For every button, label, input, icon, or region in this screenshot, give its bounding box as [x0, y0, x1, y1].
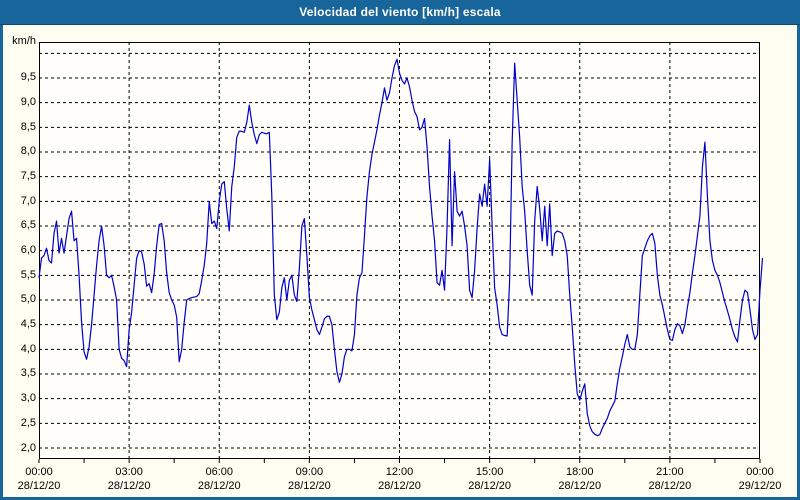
x-tick-label: 21:00 28/12/20: [640, 465, 700, 493]
x-tick-label: 12:00 28/12/20: [370, 465, 430, 493]
x-tick-time: 03:00: [115, 466, 143, 478]
x-tick-date: 28/12/20: [287, 480, 331, 492]
wind-speed-line-chart: [38, 42, 764, 463]
x-tick-label: 00:00 28/12/20: [9, 465, 69, 493]
x-tick-time: 12:00: [385, 466, 414, 478]
x-tick-label: 03:00 28/12/20: [99, 465, 159, 493]
y-tick-label: 9,0: [20, 96, 36, 109]
y-tick-label: 4,0: [20, 342, 36, 355]
y-tick-label: 4,5: [20, 318, 36, 331]
wind-speed-series: [38, 58, 764, 437]
x-tick-time: 00:00: [746, 466, 774, 478]
y-tick-label: 6,5: [20, 219, 36, 232]
x-tick-date: 28/12/20: [378, 480, 421, 492]
y-axis-unit-label: km/h: [12, 35, 36, 47]
y-tick-label: 7,5: [20, 170, 36, 183]
x-tick-date: 28/12/20: [17, 480, 61, 492]
y-tick-label: 5,5: [20, 268, 36, 281]
x-tick-time: 15:00: [475, 466, 504, 478]
x-tick-date: 28/12/20: [107, 480, 151, 492]
y-tick-label: 8,5: [20, 120, 36, 133]
x-tick-time: 18:00: [565, 466, 594, 478]
x-tick-label: 18:00 28/12/20: [550, 465, 610, 493]
x-tick-time: 21:00: [656, 466, 684, 478]
chart-area: km/h 9,5 9,0 8,5 8,0 7,5 7,0 6,5 6,0 5,5 5,0 4,5 4,…: [3, 25, 797, 497]
x-tick-date: 28/12/20: [197, 480, 241, 492]
x-tick-date: 28/12/20: [468, 480, 512, 492]
x-tick-time: 06:00: [205, 466, 234, 478]
window-title: Velocidad del viento [km/h] escala: [299, 5, 501, 19]
y-tick-label: 2,5: [20, 416, 36, 429]
y-tick-label: 5,0: [20, 293, 36, 306]
x-tick-label: 09:00 28/12/20: [279, 465, 339, 493]
x-tick-time: 00:00: [25, 466, 53, 478]
x-tick-time: 09:00: [295, 466, 324, 478]
y-tick-label: 7,0: [20, 194, 36, 207]
window-titlebar[interactable]: Velocidad del viento [km/h] escala: [0, 0, 800, 25]
y-tick-label: 2,0: [20, 441, 36, 454]
y-tick-label: 3,0: [20, 392, 36, 405]
y-tick-label: 3,5: [20, 367, 36, 380]
x-tick-label: 00:00 29/12/20: [730, 465, 790, 493]
x-tick-label: 06:00 28/12/20: [189, 465, 249, 493]
y-tick-label: 8,0: [20, 145, 36, 158]
x-tick-date: 28/12/20: [558, 480, 602, 492]
x-tick-label: 15:00 28/12/20: [460, 465, 520, 493]
y-tick-label: 6,0: [20, 244, 36, 257]
plot-border: [39, 42, 760, 459]
x-tick-date: 28/12/20: [648, 480, 692, 492]
x-tick-date: 29/12/20: [738, 480, 782, 492]
y-tick-label: 9,5: [20, 71, 36, 84]
